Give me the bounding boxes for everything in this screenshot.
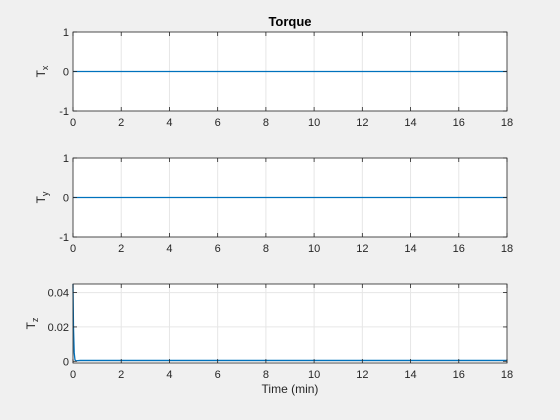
x-tick-label: 18: [501, 243, 513, 255]
x-tick-label: 14: [404, 243, 416, 255]
y-tick-label: -1: [59, 232, 69, 244]
x-tick-label: 2: [118, 243, 124, 255]
x-tick-label: 6: [215, 117, 221, 129]
x-axis-label: Time (min): [262, 382, 319, 396]
x-tick-label: 10: [308, 243, 320, 255]
axes-box: [72, 283, 508, 364]
x-tick-label: 12: [356, 243, 368, 255]
y-axis-label: Tx: [34, 65, 50, 77]
x-tick-label: 14: [404, 117, 416, 129]
x-tick-label: 6: [215, 369, 221, 381]
subplot-3: 0 2 4 6 8 10 12 14 16 18 0 0.02 0.04 Tz Time (min): [24, 283, 513, 396]
x-tick-label: 18: [501, 369, 513, 381]
x-tick-label: 2: [118, 369, 124, 381]
x-tick-label: 4: [166, 243, 172, 255]
x-tick-label: 12: [356, 117, 368, 129]
x-tick-label: 8: [263, 369, 269, 381]
y-tick-label: 0: [63, 356, 69, 368]
y-tick-label: 0.02: [48, 322, 69, 334]
y-tick-label: 1: [63, 27, 69, 39]
x-tick-label: 12: [356, 369, 368, 381]
y-tick-label: 1: [63, 153, 69, 165]
y-axis-label: Ty: [34, 191, 50, 203]
x-tick-label: 18: [501, 117, 513, 129]
chart-title: Torque: [268, 14, 311, 29]
x-tick-label: 4: [166, 369, 172, 381]
y-tick-label: -1: [59, 106, 69, 118]
y-tick-label: 0: [63, 67, 69, 79]
x-tick-label: 4: [166, 117, 172, 129]
series-line-1: [72, 283, 507, 362]
x-tick-label: 10: [308, 369, 320, 381]
x-tick-label: 6: [215, 243, 221, 255]
x-tick-label: 14: [404, 369, 416, 381]
x-tick-label: 8: [263, 243, 269, 255]
plot-area: [73, 284, 507, 363]
x-tick-label: 0: [70, 369, 76, 381]
x-tick-label: 10: [308, 117, 320, 129]
x-tick-label: 16: [453, 369, 465, 381]
x-tick-label: 2: [118, 117, 124, 129]
x-tick-label: 0: [70, 117, 76, 129]
y-tick-label: 0.04: [48, 288, 69, 300]
x-tick-label: 16: [453, 117, 465, 129]
x-tick-label: 0: [70, 243, 76, 255]
x-tick-label: 8: [263, 117, 269, 129]
y-axis-label: Tz: [24, 317, 40, 329]
x-tick-label: 16: [453, 243, 465, 255]
y-tick-label: 0: [63, 193, 69, 205]
